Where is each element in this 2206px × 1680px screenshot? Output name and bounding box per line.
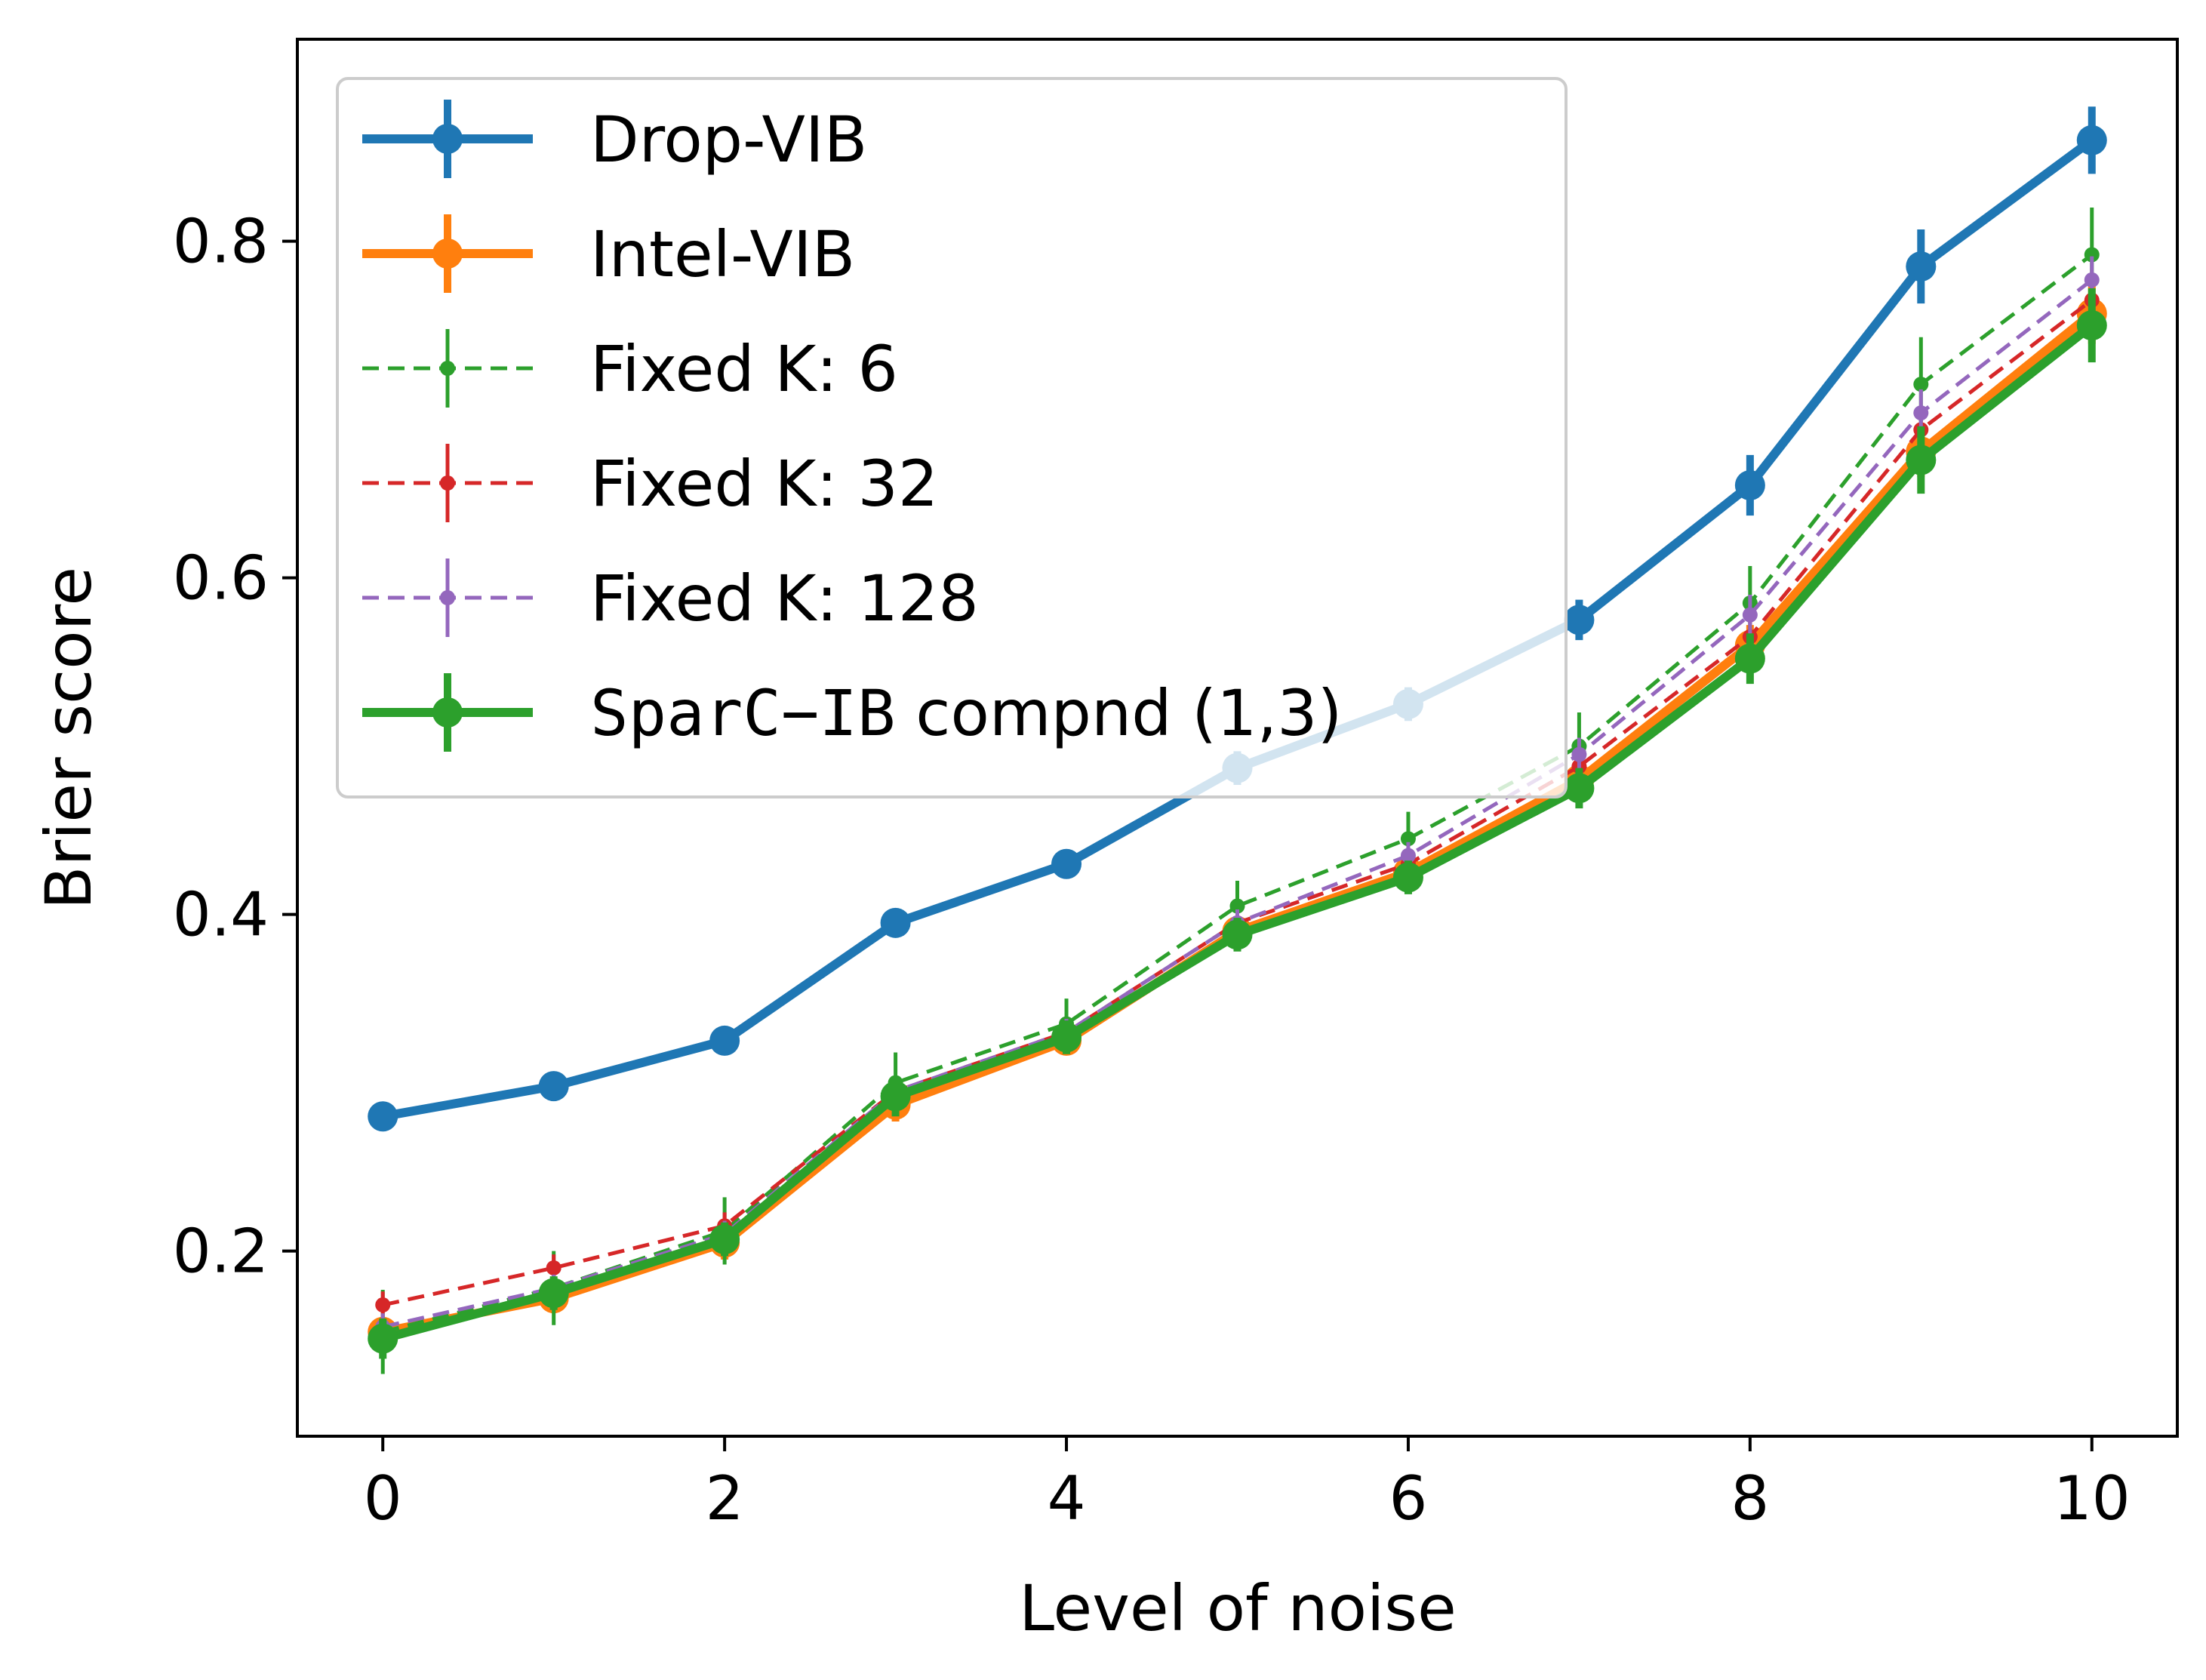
legend-marker xyxy=(440,361,455,376)
data-point xyxy=(1051,1022,1082,1053)
data-point xyxy=(1222,919,1253,950)
x-tick-label: 0 xyxy=(364,1463,402,1534)
data-point xyxy=(375,1297,391,1313)
data-point xyxy=(1734,643,1765,674)
legend-marker xyxy=(432,124,463,154)
legend: Drop-VIB Intel-VIB Fixed K: 6 Fixed K: 32 Fi… xyxy=(336,77,1568,798)
data-point xyxy=(1392,862,1423,893)
data-point xyxy=(1913,377,1929,392)
data-point xyxy=(1564,773,1595,804)
data-point xyxy=(1906,445,1937,475)
data-point xyxy=(368,1101,398,1132)
data-point xyxy=(1400,831,1416,847)
data-point xyxy=(1571,746,1587,762)
x-tick-label: 10 xyxy=(2054,1463,2131,1534)
x-tick-label: 8 xyxy=(1731,1463,1769,1534)
data-point xyxy=(1564,605,1595,635)
data-point xyxy=(538,1071,569,1102)
data-point xyxy=(709,1025,740,1056)
legend-label: Fixed K: 32 xyxy=(590,447,938,521)
legend-label: Fixed K: 6 xyxy=(590,332,898,406)
series-sparc-ib-compnd-1-3 xyxy=(368,288,2107,1359)
legend-label: Intel-VIB xyxy=(590,217,855,291)
data-point xyxy=(546,1260,561,1275)
legend-marker xyxy=(432,238,463,269)
legend-label-rest: compnd (1,3) xyxy=(896,676,1343,750)
data-point xyxy=(1742,607,1758,623)
legend-marker xyxy=(440,475,455,491)
y-tick-label: 0.8 xyxy=(173,207,269,277)
x-tick-label: 6 xyxy=(1389,1463,1428,1534)
legend-label-mono: SparC−IB xyxy=(590,676,896,750)
data-point xyxy=(538,1278,569,1309)
y-tick-label: 0.6 xyxy=(173,543,269,614)
data-point xyxy=(2084,247,2100,263)
data-point xyxy=(2076,310,2107,341)
legend-marker xyxy=(440,590,455,605)
legend-label: SparC−IB compnd (1,3) xyxy=(590,676,1342,750)
data-point xyxy=(1734,469,1765,500)
plot-frame xyxy=(296,38,2179,1438)
legend-label: Fixed K: 128 xyxy=(590,562,979,635)
data-point xyxy=(880,907,911,938)
x-tick-label: 2 xyxy=(706,1463,744,1534)
data-point xyxy=(2084,272,2100,288)
data-point xyxy=(2076,125,2107,155)
y-axis-label: Brier score xyxy=(32,567,106,909)
data-point xyxy=(1906,251,1937,282)
series-layer xyxy=(368,106,2107,1374)
series-line xyxy=(382,253,2094,1334)
x-axis-label: Level of noise xyxy=(1019,1571,1457,1645)
data-point xyxy=(880,1081,911,1112)
legend-frame xyxy=(336,77,1568,798)
data-point xyxy=(1400,848,1416,863)
data-point xyxy=(1913,405,1929,421)
data-point xyxy=(709,1224,740,1255)
legend-label: Drop-VIB xyxy=(590,103,867,177)
axis-layer: 0 2 4 6 8 10 0.2 0.4 0.6 0.8 xyxy=(173,207,2131,1534)
y-tick-label: 0.2 xyxy=(173,1217,269,1287)
legend-marker xyxy=(432,697,463,728)
data-point xyxy=(368,1323,398,1354)
y-tick-label: 0.4 xyxy=(173,880,269,950)
x-tick-label: 4 xyxy=(1048,1463,1086,1534)
data-point xyxy=(1051,848,1082,879)
data-point xyxy=(1229,898,1245,914)
